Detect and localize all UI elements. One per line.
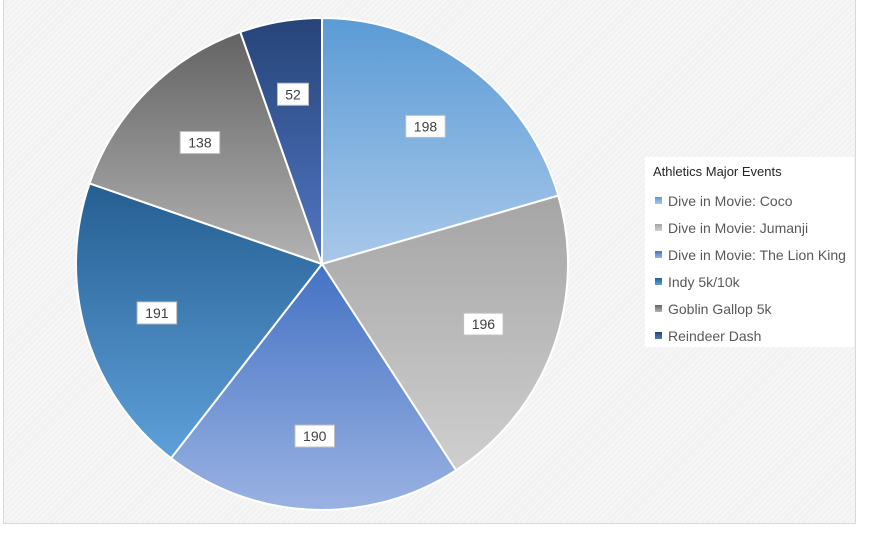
svg-text:191: 191 bbox=[145, 305, 169, 321]
legend-swatch bbox=[655, 332, 662, 339]
legend-label: Reindeer Dash bbox=[668, 327, 762, 344]
pie-chart: 198 196 190 191 138 52 bbox=[75, 16, 569, 511]
pie-slice-dive-in-movie-the-lion-king bbox=[169, 262, 458, 511]
svg-text:138: 138 bbox=[188, 135, 212, 151]
legend-swatch bbox=[655, 197, 662, 204]
pie-slice-indy-5k-10k bbox=[75, 182, 324, 460]
svg-text:196: 196 bbox=[472, 316, 496, 332]
legend-label: Dive in Movie: The Lion King bbox=[668, 246, 846, 263]
pie-slice-dive-in-movie-coco bbox=[321, 16, 560, 266]
legend-item-dive-in-movie-the-lion-king: Dive in Movie: The Lion King bbox=[653, 241, 854, 268]
legend-item-dive-in-movie-jumanji: Dive in Movie: Jumanji bbox=[653, 214, 854, 241]
data-label-goblin-gallop-5k: 138 bbox=[179, 131, 221, 155]
data-label-dive-in-movie-the-lion-king: 190 bbox=[294, 424, 335, 448]
legend-label: Indy 5k/10k bbox=[668, 273, 740, 290]
data-label-indy-5k-10k: 191 bbox=[136, 301, 178, 325]
legend-item-indy-5k-10k: Indy 5k/10k bbox=[653, 268, 854, 295]
legend-item-goblin-gallop-5k: Goblin Gallop 5k bbox=[653, 295, 854, 322]
legend-title: Athletics Major Events bbox=[653, 164, 782, 179]
legend-item-reindeer-dash: Reindeer Dash bbox=[653, 322, 854, 349]
legend-swatch bbox=[655, 224, 662, 231]
legend-swatch bbox=[655, 251, 662, 258]
legend-item-dive-in-movie-coco: Dive in Movie: Coco bbox=[653, 187, 854, 214]
legend-label: Goblin Gallop 5k bbox=[668, 300, 772, 317]
legend: Athletics Major Events Dive in Movie: Co… bbox=[645, 157, 854, 347]
legend-swatch bbox=[655, 305, 662, 312]
legend-swatch bbox=[655, 278, 662, 285]
data-label-reindeer-dash: 52 bbox=[276, 82, 309, 106]
svg-text:52: 52 bbox=[285, 86, 301, 102]
svg-text:190: 190 bbox=[303, 428, 327, 444]
pie-slice-dive-in-movie-jumanji bbox=[320, 194, 569, 472]
pie-slice-reindeer-dash bbox=[239, 16, 323, 265]
legend-label: Dive in Movie: Coco bbox=[668, 192, 793, 209]
data-label-dive-in-movie-coco: 198 bbox=[405, 114, 446, 138]
legend-label: Dive in Movie: Jumanji bbox=[668, 219, 809, 236]
data-label-dive-in-movie-jumanji: 196 bbox=[463, 312, 504, 336]
svg-text:198: 198 bbox=[414, 118, 438, 134]
chart-area: 198 196 190 191 138 52 Athletics Major Events… bbox=[3, 0, 856, 524]
